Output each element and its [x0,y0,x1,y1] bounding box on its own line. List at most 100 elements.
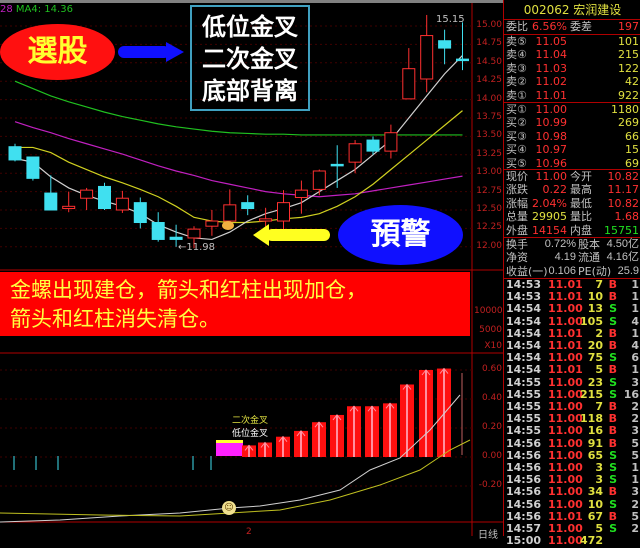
tick-row: 14:57 11.00 5 S 2 [504,523,640,536]
tick-side: B [608,363,617,377]
top-scrollbar [0,0,503,3]
label: 卖③ [506,61,527,75]
tick-volume: 23 [587,375,603,389]
alert-text: 預警 [370,217,431,252]
period-label[interactable]: 日线 [478,530,498,541]
label: 外盘 [506,223,528,237]
signal-box: 低位金叉 二次金叉 底部背离 [190,5,310,111]
indicator-label-second-cross: 二次金叉 [232,416,269,426]
candle-up [277,202,290,222]
value: 11.02 [535,75,568,89]
signal-marker-magenta [216,443,243,456]
blue-arrow-icon [118,46,170,58]
banner-line: 金螺出现建仓，箭头和红柱出现加仓， [10,278,367,302]
tick-side: B [608,424,617,438]
tick-price: 11.00 [548,436,583,450]
tick-time: 14:54 [506,351,542,365]
arrow-up-icon [332,414,342,421]
tick-count: 1 [631,302,639,316]
strategy-banner: 金螺出现建仓，箭头和红柱出现加仓， 箭头和红柱消失清仓。 [0,272,470,336]
arrow-up-icon [439,367,449,374]
price-axis-label: 13.75 [476,112,502,122]
select-stock-badge: 選股 [0,24,115,80]
tick-volume: 10 [587,290,603,304]
tick-volume: 118 [580,412,603,426]
box-line: 底部背离 [202,77,298,105]
tick-price: 11.00 [548,534,583,548]
tick-price: 11.01 [548,363,583,377]
tick-volume: 10 [587,497,603,511]
tick-price: 11.01 [548,290,583,304]
value: 922 [618,88,639,102]
value: 122 [618,61,639,75]
box-line: 低位金叉 [202,13,298,41]
tick-volume: 13 [587,302,603,316]
arrow-up-icon [278,435,288,443]
candle-up [294,189,308,198]
value: 215 [618,48,639,62]
quote-stat-row: 涨幅 2.04% 最低 10.82 [504,197,640,210]
arrow-up-icon [402,383,412,390]
select-stock-text: 選股 [27,34,88,69]
tick-side: B [608,412,617,426]
tick-count: 5 [631,436,639,450]
label: 买③ [506,129,527,143]
indicator-axis-label: 0.60 [481,364,502,374]
candle-up [62,205,76,210]
label: 今开 [570,170,592,183]
tick-row: 14:56 11.00 3 S 1 [504,474,640,487]
ma-line-yellow [15,110,463,224]
tick-row: 14:56 11.00 34 B 3 [504,486,640,499]
quote-info-row: 收益(一) 0.106 PE(动) 25.9 [504,265,640,278]
tick-row: 14:55 11.00 118 B 2 [504,413,640,426]
buy-level-row: 买④ 10.97 15 [504,143,640,156]
label: 量比 [570,210,592,224]
label: 委差 [570,20,592,33]
tick-count: 1 [631,290,639,304]
value: 4.50亿 [606,238,639,250]
tick-volume: 20 [587,339,603,352]
value: 11.03 [535,61,568,75]
candle-down [26,156,40,179]
label: 委比 [506,20,528,33]
tick-row: 14:55 11.00 23 S 3 [504,375,640,390]
high-price-label: 15.15 [436,14,465,25]
tick-volume: 75 [587,351,603,365]
indicator-axis-label: 0.20 [481,422,502,432]
value: 25.9 [617,264,639,277]
tick-count: 1 [631,461,639,474]
indicator-axis-label: 0.00 [481,451,502,461]
label: 涨跌 [506,183,528,197]
candle-up [259,218,273,222]
tick-row: 14:55 11.00 7 B 2 [504,401,640,414]
tick-side: S [609,497,617,511]
price-axis-label: 12.50 [476,204,502,214]
price-axis-label: 14.00 [476,93,502,104]
label: 换手 [506,238,528,251]
arrow-up-icon [367,405,377,412]
value: 6.56% [532,20,567,33]
candle-up [187,228,201,239]
label: PE(动) [578,264,612,278]
tick-volume: 7 [595,278,603,291]
candle-up [205,220,219,227]
tick-time: 14:56 [506,448,542,462]
quote-stat-row: 涨跌 0.22 最高 11.17 [504,183,640,196]
tick-count: 3 [631,424,639,438]
label: 卖① [506,88,527,102]
tick-price: 11.00 [548,497,583,511]
tick-side: B [608,509,617,523]
tick-count: 1 [631,326,639,340]
tick-side: S [609,387,617,401]
tick-price: 11.00 [548,351,583,365]
tick-row: 14:53 11.01 7 B 1 [504,279,640,292]
yellow-arrow-head-icon [253,224,269,246]
kline-chart[interactable] [0,0,503,536]
value: 10.82 [607,170,640,183]
candle-down [98,185,111,210]
tick-price: 11.00 [548,424,583,438]
label: 内盘 [570,223,592,237]
tick-row: 14:56 11.00 91 B 5 [504,436,640,451]
candle-down [438,40,452,49]
tick-side: S [609,302,617,316]
